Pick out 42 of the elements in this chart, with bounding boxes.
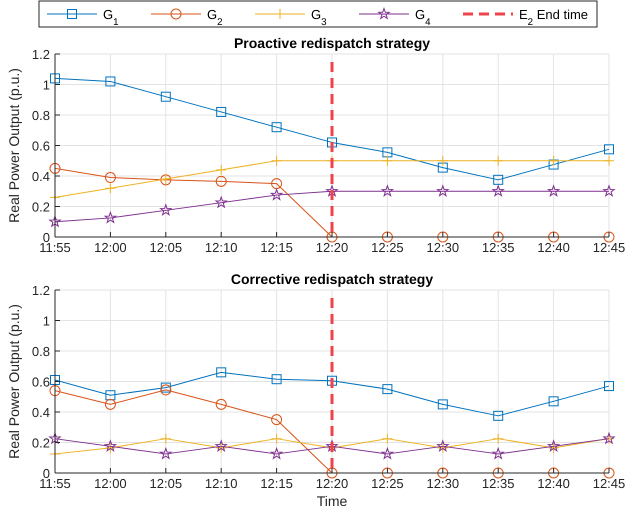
y-tick-label: 0.8 [32,108,50,123]
x-tick-label: 12:45 [592,476,626,491]
x-tick-label: 12:05 [150,240,182,255]
legend-label: G$_{2}$ [207,7,223,28]
x-tick-label: 12:25 [371,240,404,255]
x-tick-label: 12:45 [592,240,626,255]
x-tick-label: 12:30 [426,476,460,491]
y-tick-label: 0.8 [32,344,50,359]
x-tick-label: 12:15 [260,240,293,255]
y-tick-label: 0.6 [32,138,50,154]
x-tick-label: 12:20 [316,476,348,491]
chart-title: Corrective redispatch strategy [230,271,434,287]
y-tick-label: 1 [42,78,50,92]
x-tick-label: 12:15 [260,476,293,491]
y-tick-label: 1.2 [32,47,50,62]
x-tick-label: 12:35 [482,240,514,255]
x-axis-title: Time [316,493,348,509]
x-tick-label: 12:40 [537,476,570,491]
legend-label: G$_{4}$ [415,7,432,28]
x-tick-label: 12:20 [316,240,348,255]
y-tick-label: 0.2 [32,200,50,214]
y-tick-label: 1 [42,314,50,328]
y-tick-label: 0.6 [32,374,50,390]
legend-label: G$_{1}$ [103,7,119,28]
x-tick-label: 12:10 [204,240,238,255]
y-tick-label: 0.4 [32,405,50,420]
x-tick-label: 12:35 [482,476,514,491]
y-tick-label: 0.2 [32,436,50,450]
x-tick-label: 12:30 [426,240,460,255]
y-tick-label: 1.2 [32,283,50,298]
x-tick-label: 12:00 [94,476,127,491]
x-tick-label: 12:00 [94,240,127,255]
y-axis-title: Real Power Output (p.u.) [6,68,22,223]
y-axis-title: Real Power Output (p.u.) [6,304,22,459]
legend-label: E$_{2}$ End time [519,7,588,28]
x-tick-label: 12:05 [150,476,182,491]
y-tick-label: 0.4 [32,169,50,184]
x-tick-label: 12:10 [204,476,238,491]
legend-label: G$_{3}$ [311,7,327,28]
x-tick-label: 12:40 [537,240,570,255]
chart-title: Proactive redispatch strategy [234,35,430,51]
x-tick-label: 12:25 [371,476,404,491]
